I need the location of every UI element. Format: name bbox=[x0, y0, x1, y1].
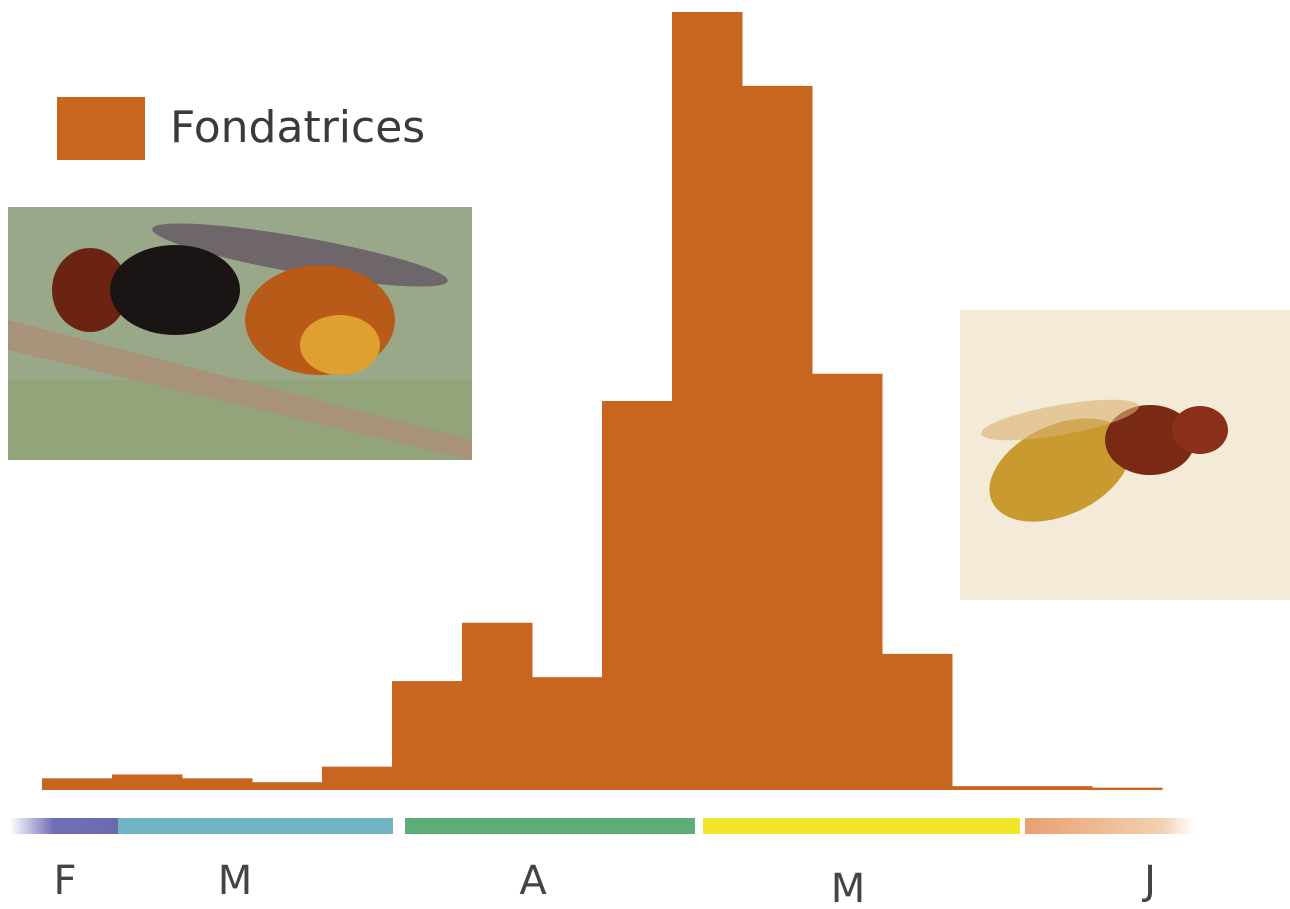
bar bbox=[742, 86, 813, 790]
bar bbox=[602, 401, 673, 790]
chart: F M A M J Fondatrices bbox=[0, 0, 1290, 909]
photo-right bbox=[960, 310, 1290, 600]
month-label: M bbox=[218, 858, 253, 904]
bar bbox=[882, 654, 953, 790]
legend-label: Fondatrices bbox=[170, 102, 425, 153]
bar bbox=[182, 778, 253, 790]
bar bbox=[462, 623, 533, 790]
legend-swatch bbox=[57, 97, 145, 160]
bar bbox=[252, 782, 323, 790]
bar bbox=[672, 12, 743, 790]
bar bbox=[112, 774, 183, 790]
bar bbox=[532, 677, 603, 790]
photo-left bbox=[8, 207, 472, 460]
month-label: M bbox=[831, 866, 866, 909]
bar bbox=[1092, 788, 1163, 790]
bar bbox=[952, 786, 1023, 790]
legend: Fondatrices bbox=[57, 97, 425, 160]
timeline bbox=[10, 818, 1195, 834]
bar bbox=[322, 767, 393, 790]
month-label: A bbox=[519, 858, 547, 904]
bar bbox=[42, 778, 113, 790]
month-label: F bbox=[53, 858, 76, 904]
bar bbox=[812, 374, 883, 790]
month-label: J bbox=[1141, 858, 1156, 904]
bar bbox=[392, 681, 463, 790]
bar bbox=[1022, 786, 1093, 790]
